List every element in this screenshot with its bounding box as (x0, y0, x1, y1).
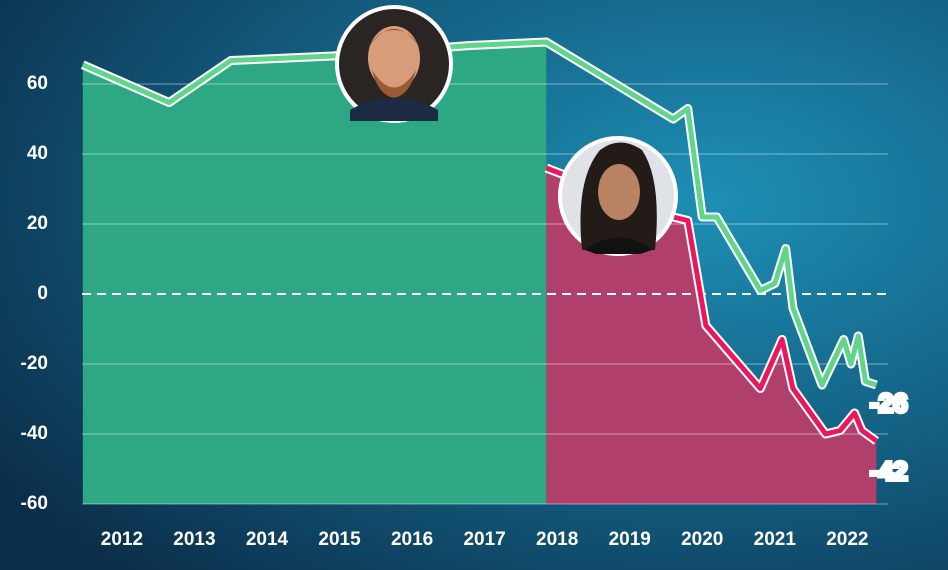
x-tick-label: 2015 (318, 529, 361, 550)
x-tick-label: 2017 (463, 529, 505, 550)
area (82, 42, 547, 504)
y-tick-label: 0 (37, 283, 48, 304)
y-tick-label: 20 (27, 213, 48, 234)
y-tick-label: 60 (27, 73, 48, 94)
x-tick-label: 2013 (173, 529, 215, 550)
y-tick-label: -40 (21, 423, 48, 444)
y-tick-label: -20 (21, 353, 48, 374)
x-tick-label: 2012 (101, 529, 143, 550)
line (545, 165, 878, 444)
end-label: -26 (870, 388, 908, 418)
x-tick-label: 2014 (246, 529, 289, 550)
photo-harry (335, 5, 453, 123)
end-label: -42 (870, 456, 908, 486)
x-tick-label: 2018 (536, 529, 578, 550)
y-tick-label: 40 (27, 143, 48, 164)
x-tick-label: 2021 (754, 529, 797, 550)
x-tick-label: 2019 (609, 529, 651, 550)
x-tick-label: 2020 (681, 529, 723, 550)
photo-meghan (558, 136, 678, 256)
x-tick-label: 2022 (826, 529, 868, 550)
x-tick-label: 2016 (391, 529, 433, 550)
y-tick-label: -60 (21, 493, 48, 514)
